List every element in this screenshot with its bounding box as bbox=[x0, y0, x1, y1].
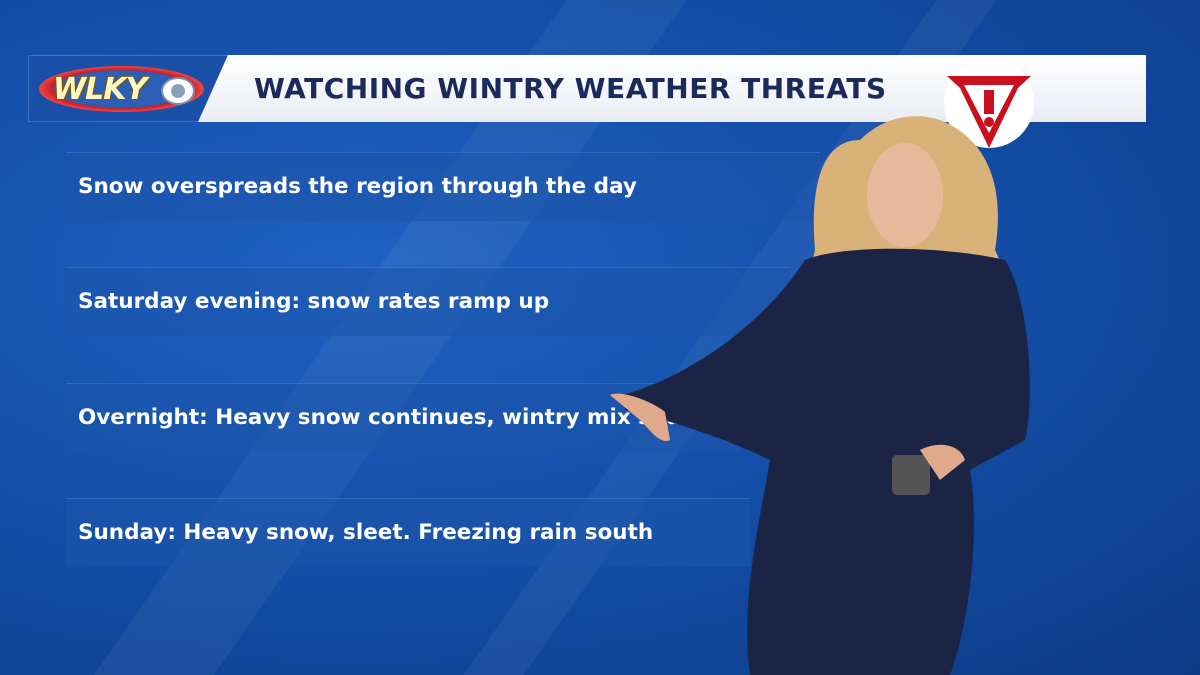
wlky-logo: WLKY bbox=[39, 66, 204, 112]
bullet-text: Sunday: Heavy snow, sleet. Freezing rain… bbox=[78, 520, 654, 545]
bullet-text: Overnight: Heavy snow continues, wintry … bbox=[78, 405, 707, 430]
bullet-row: Sunday: Heavy snow, sleet. Freezing rain… bbox=[66, 498, 750, 567]
cbs-eye-icon bbox=[161, 77, 195, 105]
bullet-text: Saturday evening: snow rates ramp up bbox=[78, 289, 550, 314]
logo-text: WLKY bbox=[53, 72, 147, 107]
meteorologist bbox=[610, 116, 1030, 675]
page-title: WATCHING WINTRY WEATHER THREATS bbox=[254, 72, 887, 105]
bullet-row: Snow overspreads the region through the … bbox=[66, 152, 820, 221]
logo-panel: WLKY bbox=[28, 55, 238, 122]
bullet-row: Saturday evening: snow rates ramp up bbox=[66, 267, 790, 336]
bullet-text: Snow overspreads the region through the … bbox=[78, 174, 637, 199]
bullet-row: Overnight: Heavy snow continues, wintry … bbox=[66, 383, 740, 452]
